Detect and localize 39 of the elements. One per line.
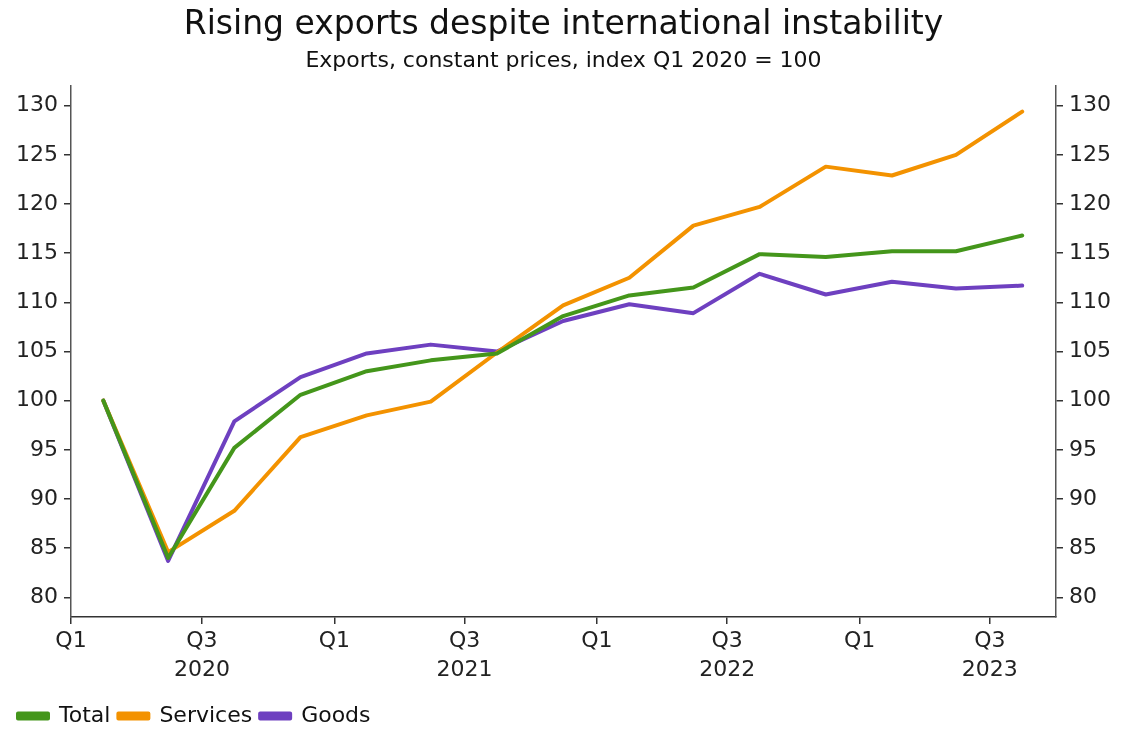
y2-tick-label: 115 [1069, 238, 1112, 264]
y2-tick-label: 130 [1069, 91, 1112, 117]
y-tick-label: 80 [29, 583, 58, 609]
y-tick-label: 105 [15, 337, 58, 363]
text: 2023 [961, 655, 1018, 681]
x-tick-label: Q3 [448, 626, 481, 652]
y-tick-label: 90 [29, 484, 58, 510]
y-tick-label: 130 [15, 91, 58, 117]
x-tick-label: Q1 [55, 626, 87, 652]
y2-tick-label: 80 [1069, 583, 1098, 609]
y2-tick-label: 90 [1069, 484, 1098, 510]
y-tick-label: 115 [15, 238, 58, 264]
y2-tick-label: 100 [1069, 386, 1112, 412]
y-tick-label: 95 [29, 435, 58, 461]
chart-title: Rising exports despite international instability [183, 3, 944, 43]
y-tick-label: 120 [15, 189, 58, 215]
y2-tick-label: 125 [1069, 140, 1112, 166]
text: 2022 [699, 655, 756, 681]
x-tick-label: Q1 [318, 626, 350, 652]
legend-label: Services [159, 701, 253, 727]
x-tick-label: Q1 [581, 626, 613, 652]
y-tick-label: 125 [15, 140, 58, 166]
text: 2021 [436, 655, 493, 681]
text: 2020 [173, 655, 230, 681]
x-tick-label: Q1 [843, 626, 876, 652]
y-tick-label: 85 [29, 533, 58, 559]
x-tick-label: Q3 [974, 626, 1006, 652]
y2-tick-label: 95 [1069, 435, 1098, 461]
legend-label: Total [58, 701, 111, 727]
x-tick-label: Q3 [711, 626, 743, 652]
y2-tick-label: 85 [1069, 533, 1098, 559]
y2-tick-label: 105 [1069, 337, 1112, 363]
x-tick-label: Q3 [186, 626, 218, 652]
legend-label: Goods [301, 701, 371, 727]
y-tick-label: 110 [15, 288, 58, 314]
y2-tick-label: 120 [1069, 189, 1112, 215]
y2-tick-label: 110 [1069, 288, 1112, 314]
y-tick-label: 100 [15, 386, 58, 412]
chart-subtitle: Exports, constant prices, index Q1 2020 = 100 [305, 46, 822, 72]
